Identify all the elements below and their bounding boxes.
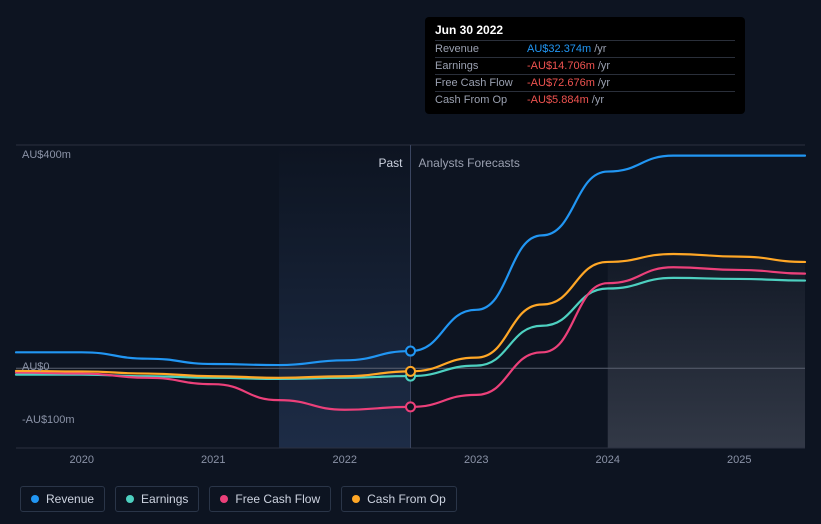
legend-label: Revenue <box>46 492 94 506</box>
legend-item-cash-from-op[interactable]: Cash From Op <box>341 486 457 512</box>
tooltip-row-label: Earnings <box>435 60 527 72</box>
region-label-forecast: Analysts Forecasts <box>419 156 520 170</box>
tooltip-row-label: Cash From Op <box>435 94 527 106</box>
region-label-past: Past <box>379 156 403 170</box>
legend-label: Cash From Op <box>367 492 446 506</box>
tooltip-row-unit: /yr <box>594 43 606 55</box>
tooltip-row: Cash From Op-AU$5.884m/yr <box>435 91 735 108</box>
legend-label: Free Cash Flow <box>235 492 320 506</box>
tooltip-date: Jun 30 2022 <box>435 23 735 37</box>
y-tick-label: AU$0 <box>22 361 50 373</box>
x-tick-label: 2021 <box>201 454 225 466</box>
tooltip-row-value: -AU$14.706m <box>527 60 595 72</box>
x-tick-label: 2023 <box>464 454 488 466</box>
tooltip-row-label: Revenue <box>435 43 527 55</box>
legend-item-revenue[interactable]: Revenue <box>20 486 105 512</box>
tooltip-row-unit: /yr <box>598 77 610 89</box>
tooltip-row: Earnings-AU$14.706m/yr <box>435 57 735 74</box>
y-tick-label: -AU$100m <box>22 414 75 426</box>
tooltip-row: Free Cash Flow-AU$72.676m/yr <box>435 74 735 91</box>
x-tick-label: 2025 <box>727 454 751 466</box>
y-tick-label: AU$400m <box>22 149 71 161</box>
x-tick-label: 2024 <box>596 454 620 466</box>
chart-legend: Revenue Earnings Free Cash Flow Cash From O… <box>20 486 457 512</box>
chart-tooltip: Jun 30 2022 RevenueAU$32.374m/yrEarnings… <box>425 17 745 114</box>
x-tick-label: 2020 <box>70 454 94 466</box>
tooltip-row-value: -AU$72.676m <box>527 77 595 89</box>
x-tick-label: 2022 <box>333 454 357 466</box>
financials-chart: Past Analysts Forecasts AU$400m AU$0 -AU$1… <box>0 0 821 524</box>
legend-item-free-cash-flow[interactable]: Free Cash Flow <box>209 486 331 512</box>
legend-dot-icon <box>352 495 360 503</box>
legend-dot-icon <box>220 495 228 503</box>
legend-label: Earnings <box>141 492 188 506</box>
tooltip-row-label: Free Cash Flow <box>435 77 527 89</box>
tooltip-row-value: -AU$5.884m <box>527 94 589 106</box>
tooltip-row-unit: /yr <box>592 94 604 106</box>
tooltip-row: RevenueAU$32.374m/yr <box>435 40 735 57</box>
legend-dot-icon <box>126 495 134 503</box>
legend-dot-icon <box>31 495 39 503</box>
legend-item-earnings[interactable]: Earnings <box>115 486 199 512</box>
tooltip-row-unit: /yr <box>598 60 610 72</box>
tooltip-row-value: AU$32.374m <box>527 43 591 55</box>
